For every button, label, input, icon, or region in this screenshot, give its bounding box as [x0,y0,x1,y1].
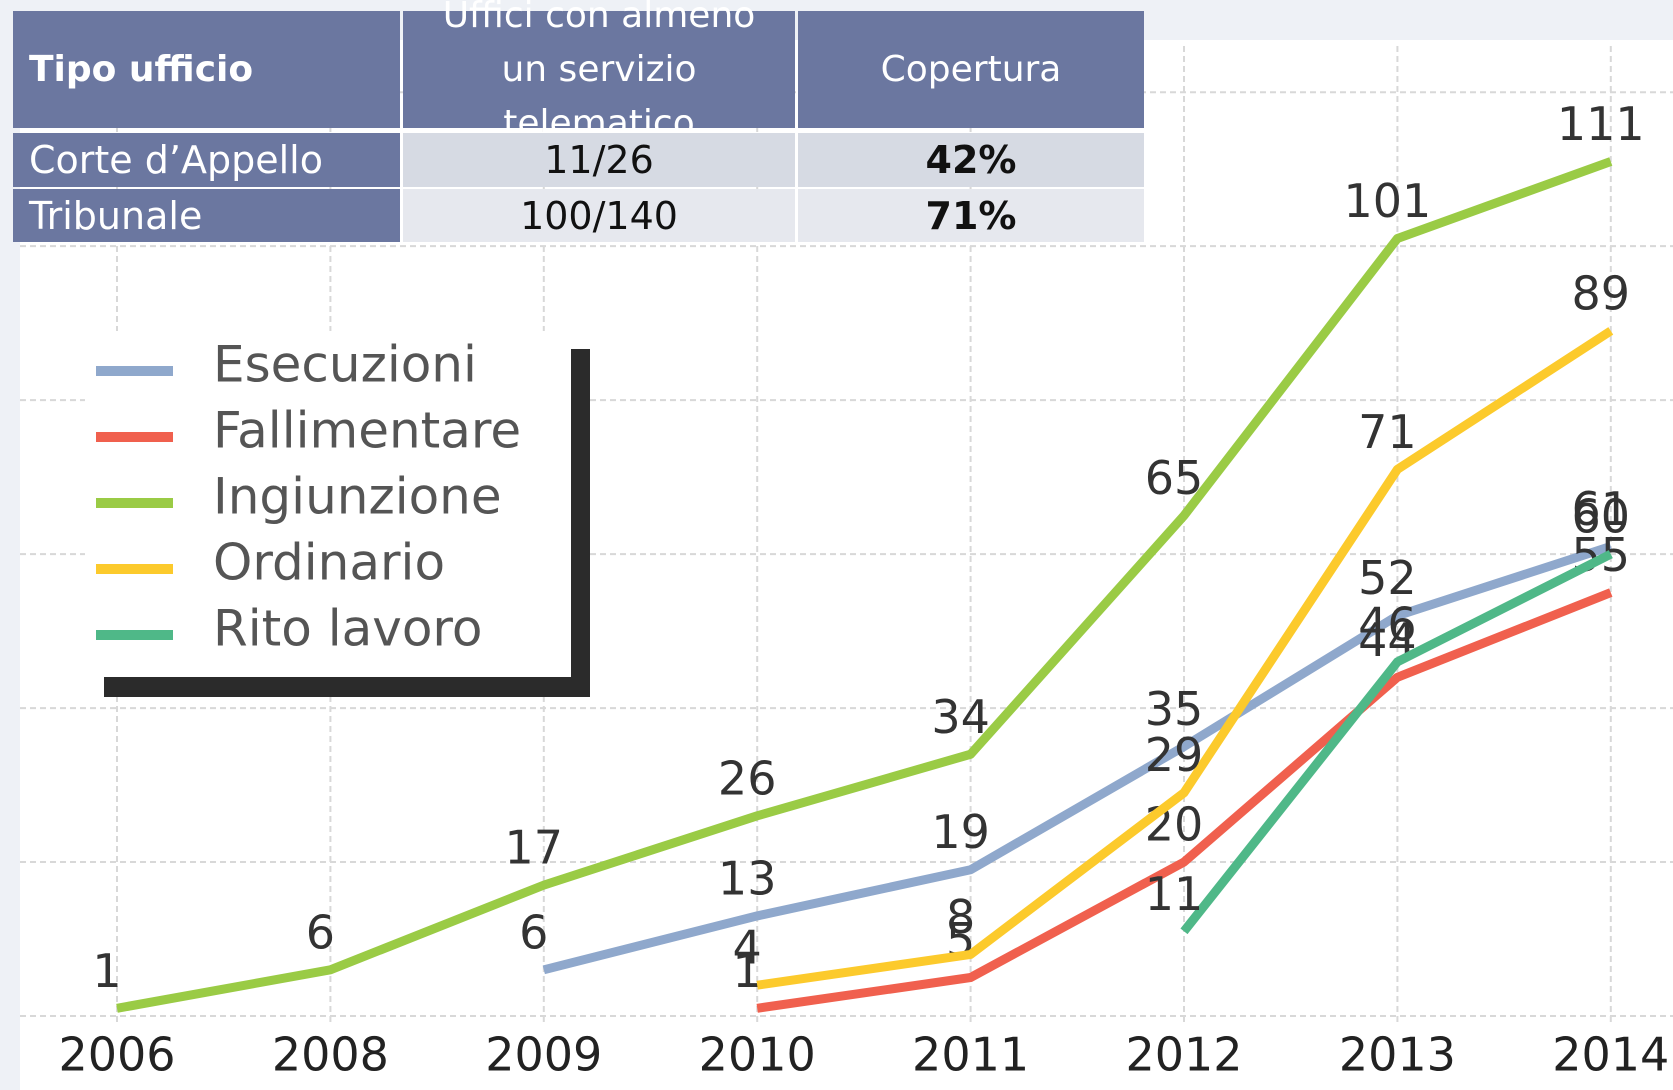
series-line [116,157,1613,1013]
legend-label: Fallimentare [213,402,521,460]
series-line [1180,550,1613,935]
legend-label: Esecuzioni [213,336,477,394]
table-cell: 42% [798,133,1144,187]
x-tick-label: 2011 [912,1028,1029,1082]
data-label: 52 [1358,551,1417,605]
table-cell: Corte d’Appello [13,133,400,187]
data-label: 20 [1145,798,1204,852]
data-label: 34 [931,690,990,744]
x-tick-label: 2009 [485,1028,602,1082]
data-label: 60 [1572,490,1631,544]
data-label: 17 [505,821,564,875]
data-label: 1 [733,944,762,998]
x-tick-label: 2013 [1339,1028,1456,1082]
table-cell: 71% [798,189,1144,242]
data-label: 29 [1145,728,1204,782]
series-line [542,542,1613,975]
data-label: 6 [519,905,548,959]
data-label: 4 [733,921,762,975]
data-label: 11 [1145,867,1204,921]
x-tick-label: 2010 [699,1028,816,1082]
data-label: 89 [1572,266,1631,320]
table-cell: Tipo ufficio [13,11,400,128]
data-label: 46 [1358,597,1417,651]
x-tick-label: 2008 [272,1028,389,1082]
series-line [756,588,1613,1013]
table-cell: Copertura [798,11,1144,128]
table-cell: 100/140 [403,189,795,242]
data-label: 111 [1557,97,1645,151]
data-label: 8 [946,890,975,944]
table: Tipo ufficio Uffici con almeno un servizi… [13,0,1147,243]
legend-label: Ingiunzione [213,468,502,526]
x-tick-label: 2014 [1552,1028,1669,1082]
data-label: 6 [306,905,335,959]
table-cell: Tribunale [13,189,400,242]
data-label: 101 [1343,174,1431,228]
table-cell: Uffici con almeno un servizio telematico [403,0,795,144]
data-label: 65 [1145,451,1204,505]
series-line [756,327,1614,990]
table-cell: 11/26 [403,133,795,187]
x-tick-label: 2006 [58,1028,175,1082]
data-label: 35 [1145,682,1204,736]
data-label: 71 [1358,405,1417,459]
data-label: 61 [1572,482,1631,536]
data-label: 26 [718,751,777,805]
x-tick-label: 2012 [1125,1028,1242,1082]
legend-label: Rito lavoro [213,600,482,658]
data-label: 1 [92,944,121,998]
legend-label: Ordinario [213,534,445,592]
data-label: 13 [718,851,777,905]
data-label: 19 [931,805,990,859]
